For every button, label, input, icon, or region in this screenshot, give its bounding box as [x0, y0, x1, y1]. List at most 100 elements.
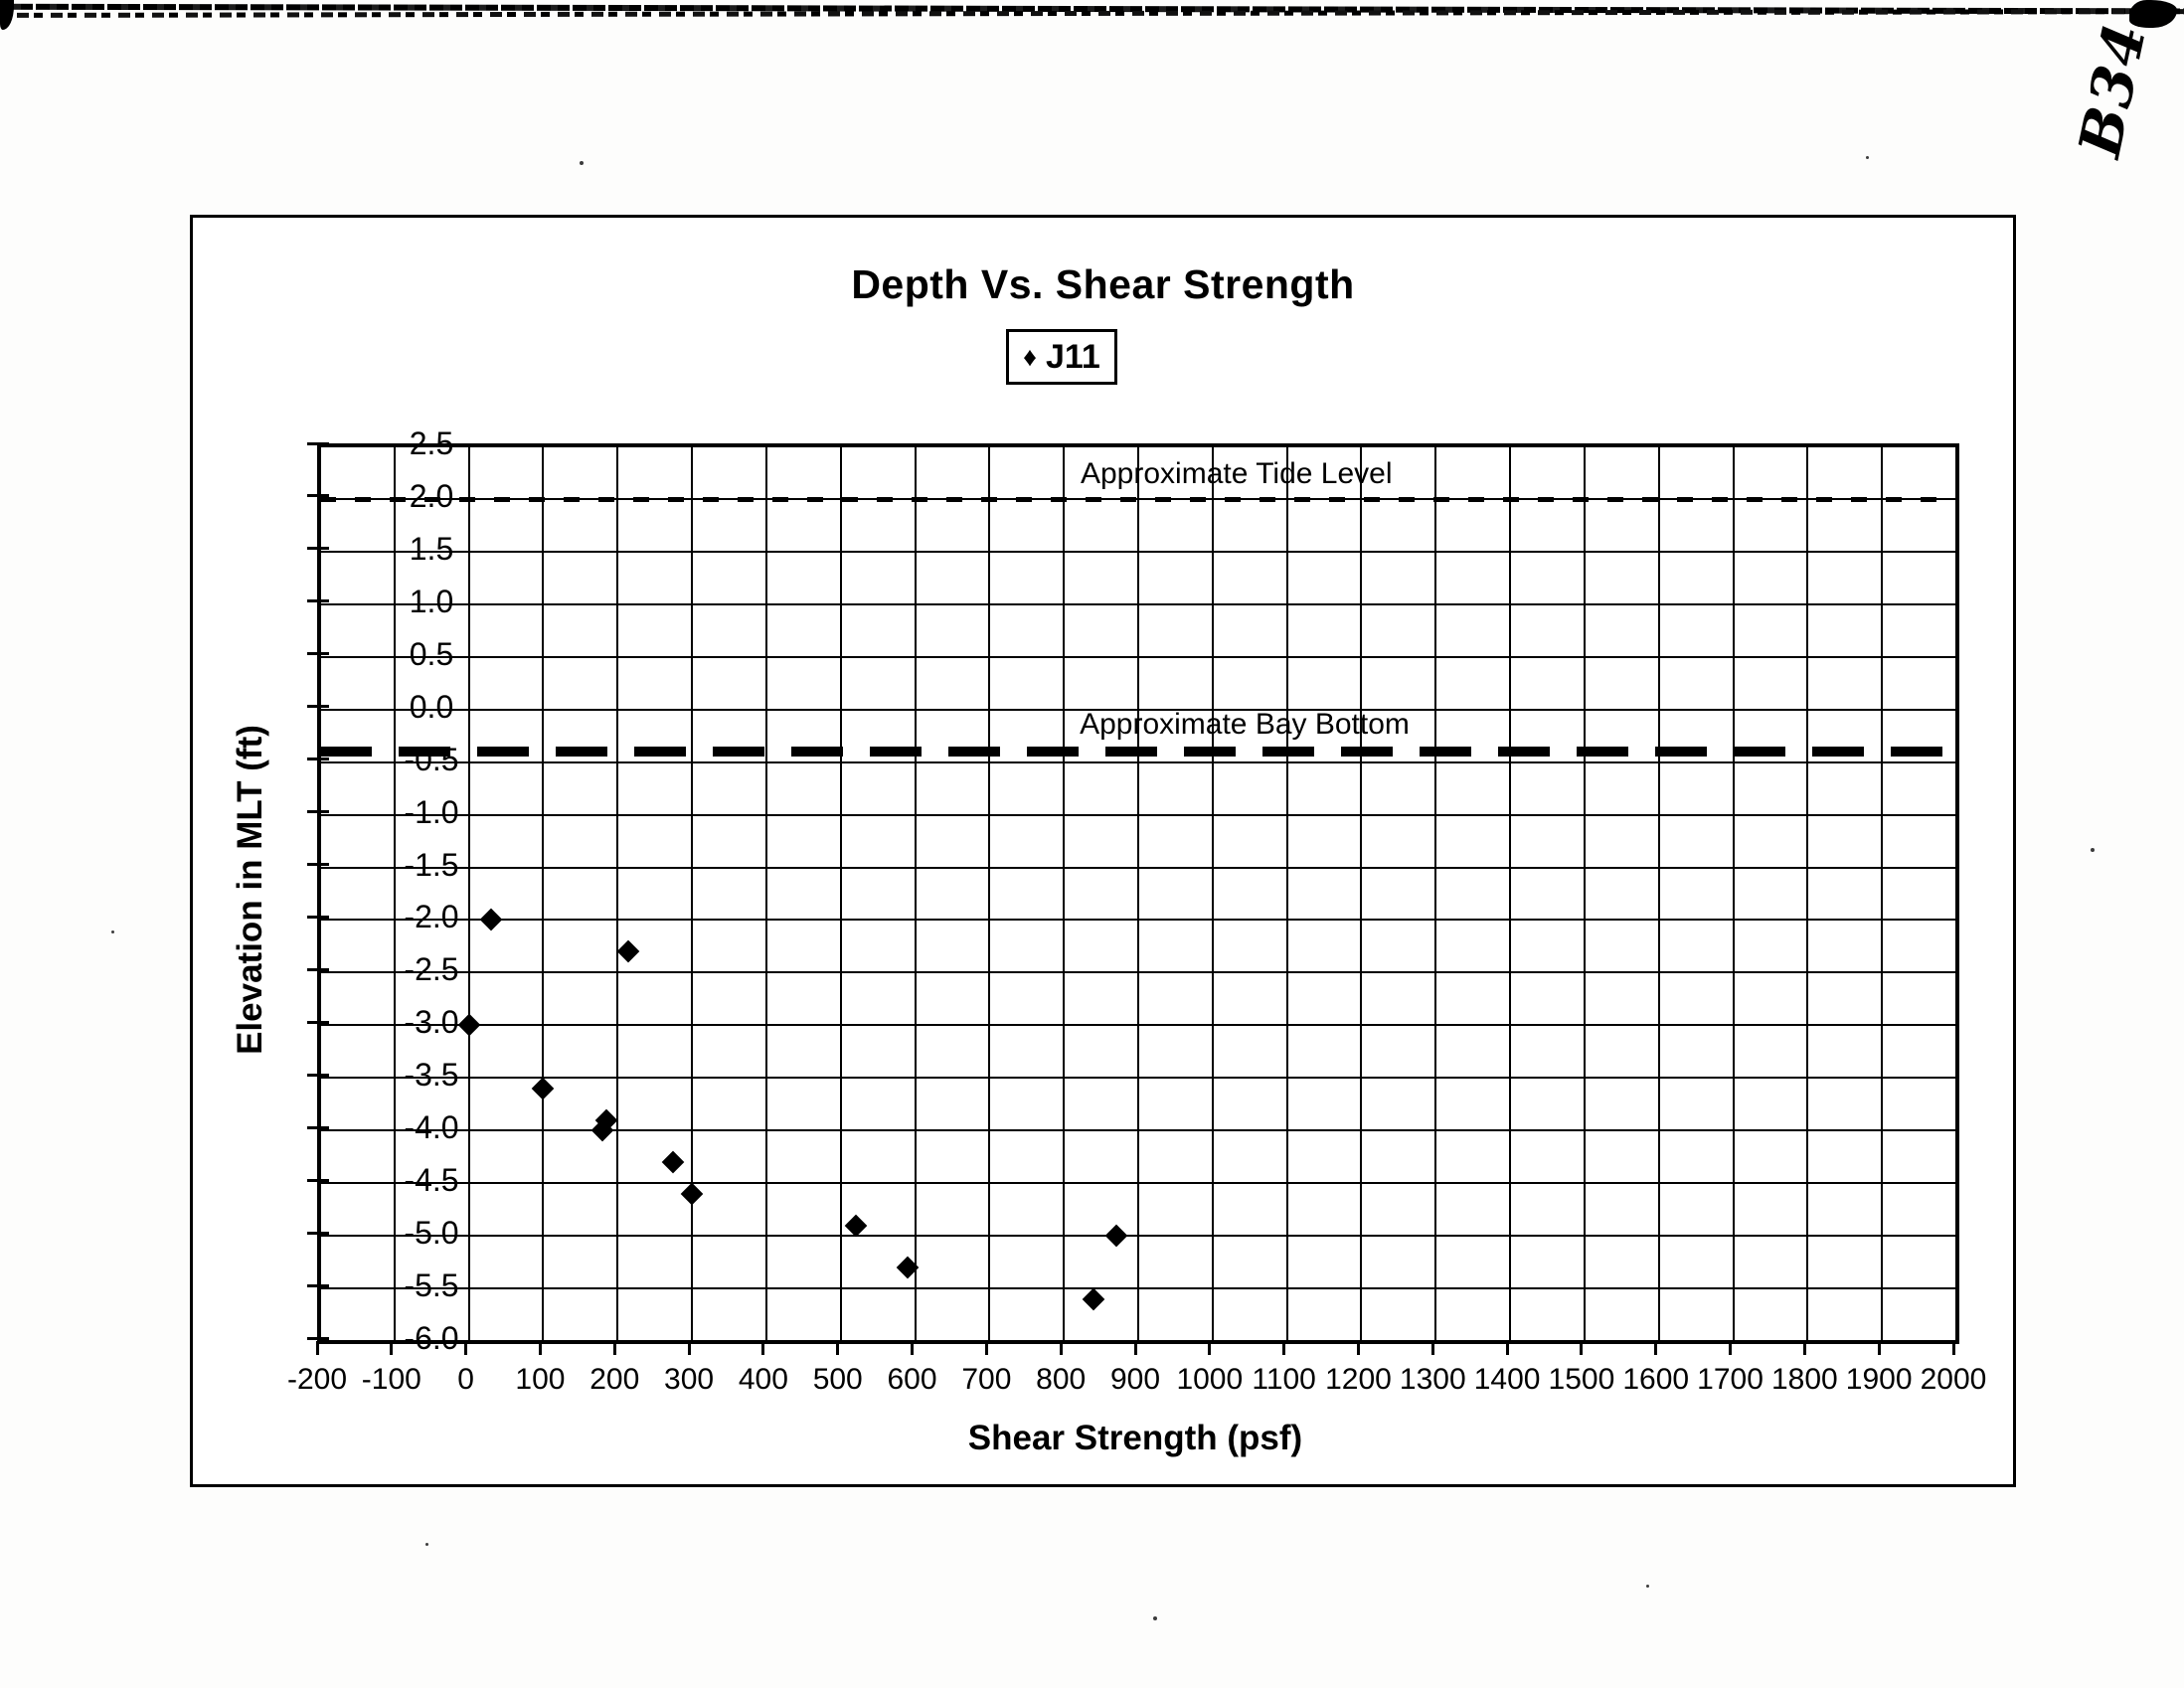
horizontal-gridline	[320, 813, 1956, 816]
ink-blot-artifact	[2129, 0, 2177, 28]
x-tick-label: 0	[457, 1363, 474, 1396]
legend: ♦ J11	[1006, 329, 1117, 385]
vertical-gridline	[1881, 446, 1884, 1341]
y-tick-label: 2.0	[409, 477, 454, 514]
chart-frame: Depth Vs. Shear Strength ♦ J11 Approxima…	[190, 215, 2016, 1487]
vertical-gridline	[1211, 446, 1214, 1341]
x-axis-tick	[1654, 1341, 1658, 1355]
x-tick-label: 2000	[1920, 1363, 1987, 1396]
vertical-gridline	[691, 446, 694, 1341]
horizontal-gridline	[320, 760, 1956, 763]
x-axis-tick	[538, 1341, 542, 1355]
x-axis-tick	[1951, 1341, 1955, 1355]
y-axis-tick	[307, 1283, 329, 1287]
reference-line	[320, 747, 1956, 758]
x-tick-label: -100	[361, 1363, 421, 1396]
x-tick-label: 1300	[1399, 1363, 1466, 1396]
x-tick-label: 1400	[1473, 1363, 1541, 1396]
data-point	[1104, 1224, 1127, 1248]
y-tick-label: -5.5	[404, 1267, 459, 1304]
x-tick-label: 1600	[1622, 1363, 1690, 1396]
y-tick-label: -2.0	[404, 899, 459, 935]
x-axis-tick	[1059, 1341, 1063, 1355]
horizontal-gridline	[320, 1077, 1956, 1080]
y-axis-tick	[307, 441, 329, 445]
x-axis-tick	[612, 1341, 616, 1355]
vertical-gridline	[988, 446, 991, 1341]
y-tick-label: -0.5	[404, 741, 459, 777]
y-axis-tick	[307, 1073, 329, 1077]
data-point	[617, 939, 640, 963]
diamond-marker-icon: ♦	[1023, 341, 1037, 372]
scan-edge-artifact	[0, 9, 2184, 18]
vertical-gridline	[1063, 446, 1066, 1341]
vertical-gridline	[1657, 446, 1660, 1341]
x-axis-tick	[1282, 1341, 1286, 1355]
y-tick-label: -2.5	[404, 951, 459, 988]
speckle	[111, 930, 114, 933]
x-axis-tick	[1133, 1341, 1137, 1355]
horizontal-gridline	[320, 919, 1956, 922]
x-tick-label: 300	[664, 1363, 715, 1396]
x-axis-tick	[1505, 1341, 1509, 1355]
chart-title: Depth Vs. Shear Strength	[851, 261, 1355, 307]
y-tick-label: 1.0	[409, 583, 454, 619]
vertical-gridline	[616, 446, 619, 1341]
vertical-gridline	[1360, 446, 1363, 1341]
y-axis-tick	[307, 810, 329, 814]
horizontal-gridline	[320, 1024, 1956, 1027]
data-point	[680, 1182, 704, 1206]
y-tick-label: 0.0	[409, 688, 454, 725]
x-tick-label: -200	[286, 1363, 348, 1396]
y-axis-tick	[307, 758, 329, 761]
y-axis-tick	[307, 705, 329, 709]
speckle	[1866, 156, 1869, 159]
x-axis-tick	[1580, 1341, 1584, 1355]
x-tick-label: 1800	[1770, 1363, 1838, 1396]
x-tick-label: 1100	[1252, 1363, 1316, 1396]
x-tick-label: 400	[738, 1363, 788, 1396]
y-tick-label: 1.5	[409, 530, 454, 567]
y-tick-label: 0.5	[409, 635, 454, 672]
vertical-gridline	[1732, 446, 1735, 1341]
y-tick-label: -3.5	[404, 1057, 459, 1094]
vertical-gridline	[1434, 446, 1437, 1341]
x-tick-label: 1000	[1176, 1363, 1244, 1396]
y-axis-tick	[307, 1336, 329, 1340]
y-tick-label: -4.0	[404, 1109, 459, 1146]
vertical-gridline	[1806, 446, 1809, 1341]
x-axis-tick	[687, 1341, 691, 1355]
data-point	[662, 1150, 685, 1174]
x-tick-label: 500	[812, 1363, 863, 1396]
horizontal-gridline	[320, 866, 1956, 869]
reference-line-label: Approximate Tide Level	[1080, 456, 1393, 490]
y-axis-tick	[307, 547, 329, 551]
x-tick-label: 1200	[1325, 1363, 1392, 1396]
vertical-gridline	[1137, 446, 1139, 1341]
vertical-gridline	[1583, 446, 1586, 1341]
x-axis-tick	[1430, 1341, 1434, 1355]
y-axis-title: Elevation in MLT (ft)	[231, 725, 269, 1055]
legend-series-label: J11	[1045, 337, 1100, 376]
y-tick-label: -1.0	[404, 793, 459, 830]
x-axis-tick	[464, 1341, 468, 1355]
y-axis-tick	[307, 1231, 329, 1235]
x-axis-tick	[315, 1341, 319, 1355]
x-axis-tick	[984, 1341, 988, 1355]
x-tick-label: 1500	[1548, 1363, 1615, 1396]
x-tick-label: 200	[589, 1363, 640, 1396]
vertical-gridline	[1955, 446, 1957, 1341]
vertical-gridline	[319, 446, 321, 1341]
horizontal-gridline	[320, 602, 1956, 605]
y-axis-tick	[307, 494, 329, 498]
horizontal-gridline	[320, 655, 1956, 658]
horizontal-gridline	[320, 1340, 1956, 1342]
x-axis-tick	[1356, 1341, 1360, 1355]
horizontal-gridline	[320, 1182, 1956, 1185]
y-axis-tick	[307, 915, 329, 919]
x-tick-label: 100	[515, 1363, 566, 1396]
vertical-gridline	[393, 446, 396, 1341]
vertical-gridline	[764, 446, 767, 1341]
horizontal-gridline	[320, 971, 1956, 974]
data-point	[532, 1077, 555, 1100]
